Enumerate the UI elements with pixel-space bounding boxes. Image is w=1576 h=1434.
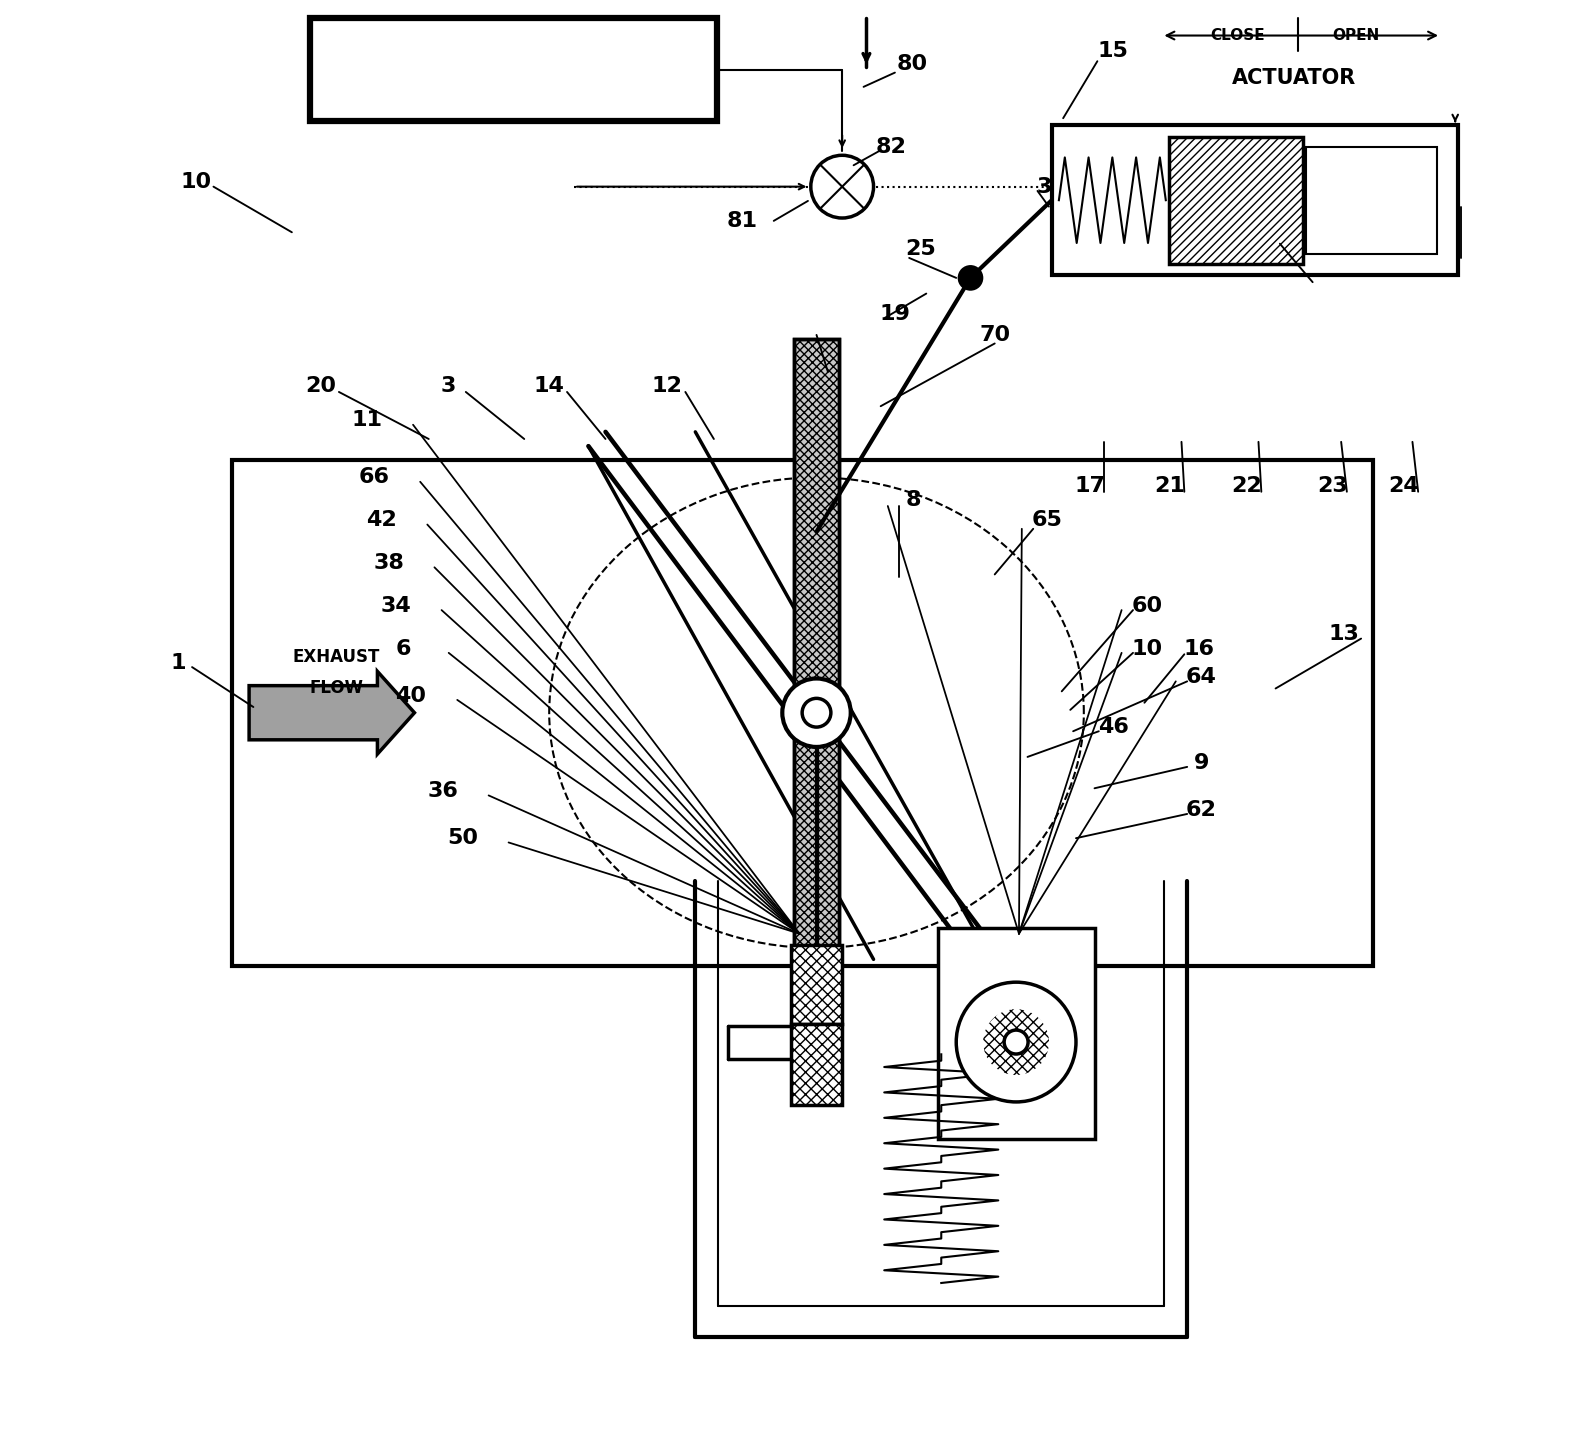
Text: 10: 10 [1132, 638, 1163, 658]
Bar [1169, 136, 1303, 264]
Text: BRAKE ENABLE: BRAKE ENABLE [430, 49, 596, 67]
Circle shape [782, 678, 851, 747]
Text: 60: 60 [1132, 595, 1163, 615]
Text: 16: 16 [1184, 638, 1214, 658]
Text: CLOSE: CLOSE [1210, 29, 1264, 43]
Text: 32: 32 [1247, 225, 1277, 245]
Text: 70: 70 [979, 326, 1010, 346]
Text: 62: 62 [1187, 800, 1217, 820]
Text: 24: 24 [1388, 476, 1420, 496]
Text: 11: 11 [351, 410, 383, 430]
Text: 64: 64 [1187, 667, 1217, 687]
Bar [791, 945, 842, 1024]
Bar [791, 1024, 842, 1104]
Circle shape [810, 155, 873, 218]
Text: EXHAUST: EXHAUST [293, 648, 380, 667]
Text: 13: 13 [1329, 624, 1360, 644]
Text: 22: 22 [1232, 476, 1262, 496]
Bar [794, 340, 840, 967]
Text: 82: 82 [875, 136, 906, 156]
Bar [794, 340, 840, 967]
Bar [1305, 146, 1437, 254]
Text: 15: 15 [1097, 42, 1128, 62]
FancyArrow shape [249, 671, 414, 754]
Text: 30: 30 [1037, 176, 1067, 196]
Text: 6: 6 [396, 638, 411, 658]
Circle shape [957, 982, 1076, 1101]
Text: FLOW: FLOW [309, 680, 362, 697]
Text: 8: 8 [906, 490, 922, 511]
Bar [794, 340, 840, 967]
Bar [791, 945, 842, 1024]
Text: 66: 66 [359, 467, 389, 488]
Text: 18: 18 [797, 353, 829, 373]
Text: 42: 42 [366, 511, 397, 531]
Text: 14: 14 [533, 376, 564, 396]
Text: 38: 38 [374, 554, 405, 574]
Text: 3: 3 [441, 376, 457, 396]
Text: ACTUATOR: ACTUATOR [1232, 69, 1357, 89]
Text: 25: 25 [905, 239, 936, 260]
Text: 40: 40 [394, 685, 426, 706]
Text: 46: 46 [1097, 717, 1128, 737]
Text: 34: 34 [380, 595, 411, 615]
Text: 50: 50 [448, 829, 479, 847]
Text: 19: 19 [879, 304, 911, 324]
Circle shape [802, 698, 831, 727]
Text: SIGNAL (on): SIGNAL (on) [446, 80, 580, 99]
Bar [791, 1024, 842, 1104]
Text: OPEN: OPEN [1332, 29, 1379, 43]
Text: 80: 80 [897, 54, 928, 75]
Text: 21: 21 [1155, 476, 1185, 496]
Text: 1: 1 [170, 652, 186, 673]
Text: 9: 9 [1193, 753, 1209, 773]
Text: 65: 65 [1032, 511, 1062, 531]
Text: 20: 20 [304, 376, 336, 396]
Text: 10: 10 [181, 172, 211, 192]
Text: 17: 17 [1075, 476, 1106, 496]
Bar [1051, 125, 1458, 275]
Text: 23: 23 [1318, 476, 1347, 496]
Circle shape [958, 265, 983, 291]
Bar [938, 928, 1094, 1139]
Bar [1169, 136, 1303, 264]
FancyBboxPatch shape [310, 19, 717, 120]
Bar [232, 460, 1373, 967]
Text: 81: 81 [727, 211, 758, 231]
Text: 12: 12 [651, 376, 682, 396]
Text: 36: 36 [427, 782, 459, 802]
Circle shape [1004, 1030, 1028, 1054]
Text: 32: 32 [1431, 239, 1463, 260]
